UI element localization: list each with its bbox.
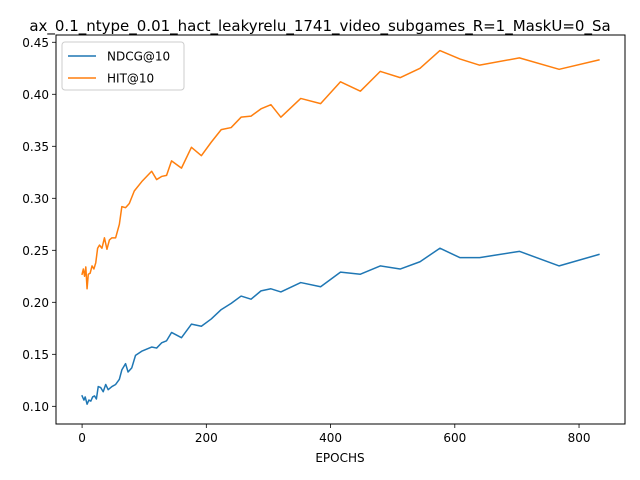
y-tick-label: 0.30: [22, 192, 49, 206]
x-tick-label: 800: [568, 431, 591, 445]
legend: NDCG@10 HIT@10: [61, 41, 185, 91]
x-tick-label: 0: [78, 431, 86, 445]
y-tick-label: 0.15: [22, 348, 49, 362]
series-line-hit-10: [81, 49, 600, 290]
y-tick-label: 0.20: [22, 296, 49, 310]
x-tick-label: 400: [319, 431, 342, 445]
x-axis-label: EPOCHS: [315, 451, 364, 465]
y-tick-label: 0.35: [22, 140, 49, 154]
y-axis: 0.10 0.15 0.20 0.25 0.30 0.35 0.40 0.45: [22, 36, 56, 414]
chart-title: ax_0.1_ntype_0.01_hact_leakyrelu_1741_vi…: [29, 17, 610, 36]
y-tick-label: 0.40: [22, 88, 49, 102]
axes-frame: [55, 34, 626, 425]
y-tick-label: 0.25: [22, 244, 49, 258]
x-tick-label: 600: [443, 431, 466, 445]
y-tick-label: 0.45: [22, 36, 49, 50]
x-axis: 0 200 400 600 800: [78, 424, 590, 445]
x-tick-label: 200: [195, 431, 218, 445]
plot-area: [81, 49, 600, 405]
series-line-ndcg-10: [81, 247, 600, 405]
legend-label: HIT@10: [107, 72, 154, 86]
legend-label: NDCG@10: [107, 50, 170, 64]
y-tick-label: 0.10: [22, 400, 49, 414]
